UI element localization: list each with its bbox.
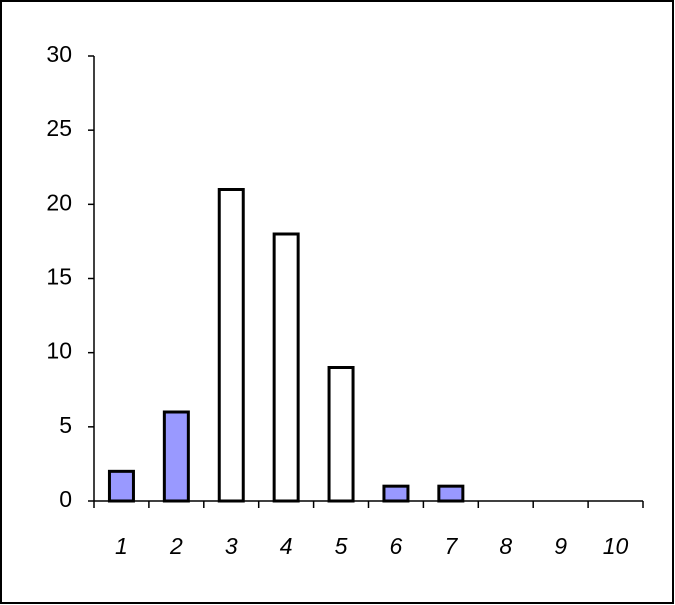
bar (272, 232, 300, 503)
x-tick-label: 4 (280, 533, 293, 559)
y-tick-label: 15 (46, 264, 72, 290)
y-tick-label: 30 (46, 41, 72, 67)
x-tick-label: 2 (169, 533, 183, 559)
x-tick-label: 1 (115, 533, 128, 559)
bar (327, 366, 355, 503)
bar (437, 484, 465, 503)
bar (162, 410, 190, 503)
x-tick-label: 3 (225, 533, 238, 559)
y-tick-label: 10 (46, 338, 72, 364)
y-tick-label: 25 (46, 115, 72, 141)
x-tick-label: 6 (390, 533, 403, 559)
y-tick-label: 0 (59, 486, 72, 512)
x-tick-label: 10 (603, 533, 629, 559)
x-tick-label: 7 (444, 533, 458, 559)
y-tick-label: 20 (46, 189, 72, 215)
x-tick-label: 8 (499, 533, 512, 559)
y-tick-label: 5 (59, 412, 72, 438)
bar (382, 484, 410, 503)
bar (107, 469, 135, 503)
bar (217, 188, 245, 503)
x-tick-label: 9 (554, 533, 567, 559)
x-tick-label: 5 (335, 533, 348, 559)
